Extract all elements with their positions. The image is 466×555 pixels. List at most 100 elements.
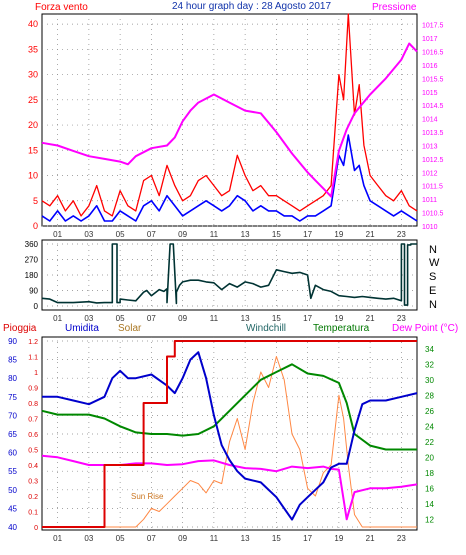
temperature-y-tick-label: 22 <box>425 438 434 447</box>
x-tick-label: 11 <box>210 230 219 239</box>
x-tick-label: 07 <box>147 534 156 543</box>
temperature-y-tick-label: 34 <box>425 345 434 354</box>
temperature-y-tick-label: 18 <box>425 469 434 478</box>
x-tick-label: 21 <box>366 534 375 543</box>
x-tick-label: 15 <box>272 314 281 323</box>
rain-y-tick-label: 0.6 <box>28 432 38 439</box>
x-tick-label: 01 <box>53 314 62 323</box>
pressure-y-tick-label: 1011.5 <box>422 184 443 191</box>
humidity-y-tick-label: 55 <box>8 467 17 476</box>
direction-y-tick-label: 90 <box>29 287 38 296</box>
pressure-y-tick-label: 1012.5 <box>422 157 444 164</box>
humidity-y-tick-label: 60 <box>8 449 17 458</box>
wind-y-tick-label: 25 <box>28 95 38 105</box>
x-tick-label: 05 <box>116 534 125 543</box>
wind-y-tick-label: 30 <box>28 70 38 80</box>
pressure-axis-label: Pressione <box>372 2 417 13</box>
pressure-y-tick-label: 1017 <box>422 36 438 43</box>
pressure-y-tick-label: 1016.5 <box>422 50 444 57</box>
rain-y-tick-label: 1.2 <box>28 339 38 346</box>
x-tick-label: 03 <box>84 314 93 323</box>
direction-label-s: S <box>429 271 436 283</box>
x-tick-label: 17 <box>303 314 312 323</box>
x-tick-label: 23 <box>397 314 406 323</box>
temperature-y-tick-label: 30 <box>425 376 434 385</box>
humidity-y-tick-label: 90 <box>8 337 17 346</box>
rain-y-tick-label: 0.8 <box>28 401 38 408</box>
humidity-y-tick-label: 65 <box>8 430 17 439</box>
x-tick-label: 21 <box>366 230 375 239</box>
direction-y-tick-label: 180 <box>25 271 39 280</box>
direction-panel-frame <box>41 239 418 311</box>
sunrise-annotation: Sun Rise <box>131 492 164 501</box>
x-tick-label: 01 <box>53 534 62 543</box>
pressure-y-tick-label: 1017.5 <box>422 23 444 30</box>
x-tick-label: 13 <box>241 314 250 323</box>
x-tick-label: 19 <box>334 314 343 323</box>
wind-y-tick-label: 5 <box>33 196 38 206</box>
rain-y-tick-label: 1.1 <box>28 355 38 362</box>
temperature-y-tick-label: 14 <box>425 500 434 509</box>
temperature-y-tick-label: 28 <box>425 391 434 400</box>
pressure-y-tick-label: 1016 <box>422 63 438 70</box>
temperature-y-tick-label: 20 <box>425 453 434 462</box>
x-tick-label: 05 <box>116 314 125 323</box>
wind-y-tick-label: 15 <box>28 145 38 155</box>
temperature-y-tick-label: 16 <box>425 484 434 493</box>
x-tick-label: 19 <box>334 230 343 239</box>
pressure-y-tick-label: 1014 <box>422 117 438 124</box>
x-tick-label: 05 <box>116 230 125 239</box>
x-tick-label: 03 <box>84 534 93 543</box>
wind-direction-line <box>41 243 417 306</box>
direction-label-n-top: N <box>429 244 437 256</box>
x-tick-label: 19 <box>334 534 343 543</box>
rain-line <box>42 340 417 528</box>
x-tick-label: 17 <box>303 230 312 239</box>
humidity-y-tick-label: 50 <box>8 486 17 495</box>
temperature-y-tick-label: 24 <box>425 422 434 431</box>
x-tick-label: 11 <box>210 314 219 323</box>
humidity-y-tick-label: 45 <box>8 504 17 513</box>
wind-y-tick-label: 20 <box>28 120 38 130</box>
x-tick-label: 09 <box>178 314 187 323</box>
x-tick-label: 09 <box>178 534 187 543</box>
chart-title: 24 hour graph day : 28 Agosto 2017 <box>172 1 331 12</box>
x-tick-label: 07 <box>147 314 156 323</box>
wind-axis-label: Forza vento <box>35 2 88 13</box>
pressure-y-tick-label: 1013.5 <box>422 130 444 137</box>
humidity-line <box>42 351 418 521</box>
dewpoint-legend: Dew Point (°C) <box>392 323 458 334</box>
wind-panel-frame <box>41 13 418 227</box>
pressure-y-tick-label: 1013 <box>422 143 438 150</box>
direction-label-n-bottom: N <box>429 299 437 311</box>
windchill-legend: Windchill <box>246 323 286 334</box>
x-tick-label: 23 <box>397 534 406 543</box>
rain-y-tick-label: 1 <box>34 370 38 377</box>
humidity-y-tick-label: 85 <box>8 356 17 365</box>
x-tick-label: 07 <box>147 230 156 239</box>
pressure-y-tick-label: 1010.5 <box>422 211 444 218</box>
temperature-y-tick-label: 32 <box>425 360 434 369</box>
x-tick-label: 11 <box>210 534 219 543</box>
wind-y-tick-label: 40 <box>28 19 38 29</box>
temperature-y-tick-label: 26 <box>425 407 434 416</box>
humidity-legend: Umidita <box>65 323 99 334</box>
temperature-legend: Temperatura <box>313 323 370 334</box>
wind-y-tick-label: 0 <box>33 221 38 231</box>
x-tick-label: 09 <box>178 230 187 239</box>
direction-label-e: E <box>429 285 436 297</box>
wind-y-tick-label: 10 <box>28 171 38 181</box>
x-tick-label: 15 <box>272 534 281 543</box>
wind-average-line <box>41 134 418 222</box>
direction-label-w: W <box>429 257 440 269</box>
temperature-line <box>41 363 417 451</box>
rain-y-tick-label: 0.3 <box>28 479 38 486</box>
x-tick-label: 15 <box>272 230 281 239</box>
wind-y-tick-label: 35 <box>28 44 38 54</box>
solar-legend: Solar <box>118 323 142 334</box>
humidity-y-tick-label: 40 <box>8 523 17 532</box>
x-tick-label: 17 <box>303 534 312 543</box>
pressure-line <box>41 42 418 198</box>
